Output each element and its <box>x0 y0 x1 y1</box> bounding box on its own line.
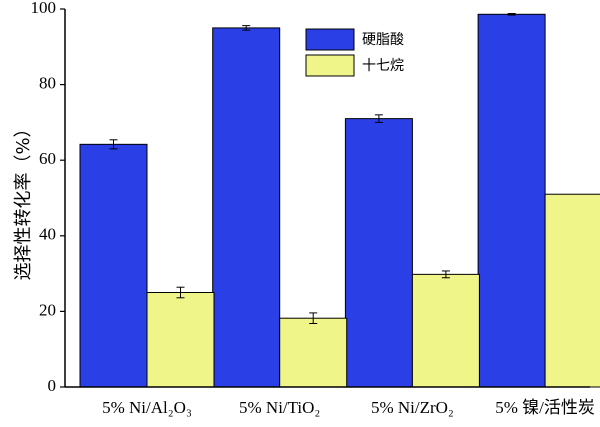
bar <box>544 193 600 388</box>
error-bar <box>242 25 251 31</box>
error-bar <box>109 139 118 150</box>
error-bar <box>441 270 450 279</box>
x-tick-label: 5% Ni/ZrO₂ <box>371 398 454 417</box>
x-tick-label: 5% Ni/TiO₂ <box>239 398 320 417</box>
bar <box>344 118 413 388</box>
bar <box>79 143 148 388</box>
y-tick-label: 100 <box>31 0 57 17</box>
y-tick-label: 80 <box>39 74 56 93</box>
legend-label: 硬脂酸 <box>362 32 404 48</box>
error-bar <box>374 114 383 123</box>
legend-swatch <box>305 28 355 51</box>
bar <box>477 13 546 388</box>
bar <box>279 317 348 388</box>
error-bar <box>507 13 516 16</box>
legend-label: 十七烷 <box>362 58 404 74</box>
error-bar <box>176 286 185 299</box>
x-tick-label: 5% 镍/活性炭 <box>495 398 595 417</box>
y-tick-label: 20 <box>39 300 56 319</box>
bar <box>411 273 480 388</box>
y-axis-label: 选择性转化率（%） <box>13 119 34 280</box>
error-bar <box>309 312 318 324</box>
y-tick-label: 0 <box>48 376 57 395</box>
y-tick-label: 40 <box>39 225 56 244</box>
y-tick-label: 60 <box>39 149 56 168</box>
bar <box>212 27 281 388</box>
legend-swatch <box>305 54 355 77</box>
bar <box>146 292 215 388</box>
x-tick-label: 5% Ni/Al₂O₃ <box>102 398 192 417</box>
